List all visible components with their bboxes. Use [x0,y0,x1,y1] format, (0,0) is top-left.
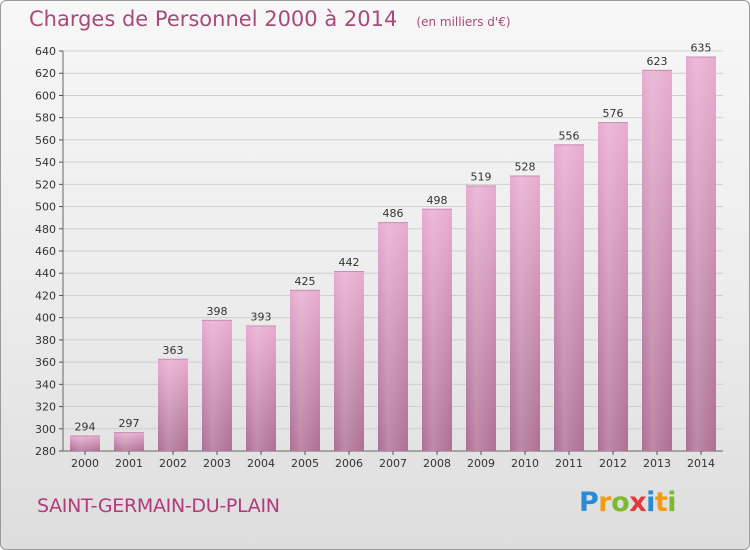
x-tick-label: 2012 [599,457,627,470]
bar-highlight [686,56,716,452]
y-tick-label: 620 [35,67,56,80]
bar-highlight [70,435,100,451]
x-tick-label: 2014 [687,457,715,470]
x-tick-label: 2010 [511,457,539,470]
logo-letter: o [611,487,630,518]
bar-highlight [422,208,452,451]
logo-letter: i [667,487,677,518]
logo-letter: t [654,487,668,518]
bar-highlight [510,175,540,451]
bar-value-label: 425 [295,275,316,288]
y-tick-label: 580 [35,112,56,125]
y-tick-label: 380 [35,334,56,347]
y-tick-label: 440 [35,267,56,280]
bar-value-label: 398 [207,305,228,318]
bar-value-label: 576 [603,107,624,120]
bar-value-label: 519 [471,170,492,183]
x-tick-label: 2008 [423,457,451,470]
x-tick-label: 2000 [71,457,99,470]
bar-highlight [158,358,188,451]
x-tick-label: 2013 [643,457,671,470]
y-tick-label: 360 [35,356,56,369]
x-tick-label: 2009 [467,457,495,470]
chart-title: Charges de Personnel 2000 à 2014 [29,7,398,31]
y-tick-label: 560 [35,134,56,147]
y-tick-label: 340 [35,378,56,391]
x-tick-label: 2004 [247,457,275,470]
y-tick-label: 300 [35,423,56,436]
y-tick-label: 640 [35,45,56,58]
y-tick-label: 460 [35,245,56,258]
bar-highlight [554,144,584,452]
bar-value-label: 294 [75,420,96,433]
bar-highlight [114,432,144,451]
bar-value-label: 363 [163,344,184,357]
x-tick-label: 2006 [335,457,363,470]
y-tick-label: 520 [35,178,56,191]
y-tick-label: 400 [35,312,56,325]
bar-highlight [598,122,628,451]
bar-layer [70,56,716,452]
bar-value-label: 556 [559,129,580,142]
bar-highlight [466,185,496,451]
bar-value-label: 528 [515,160,536,173]
bar-highlight [290,289,320,451]
bar-value-label: 393 [251,310,272,323]
logo-letter: P [579,487,599,518]
y-tick-label: 540 [35,156,56,169]
y-tick-label: 600 [35,89,56,102]
x-tick-label: 2001 [115,457,143,470]
bar-highlight [378,222,408,451]
x-tick-label: 2007 [379,457,407,470]
x-tick-label: 2003 [203,457,231,470]
label-layer: 294 2000 297 2001 363 2002 398 2003 393 2004 425 20… [71,42,715,470]
proxiti-logo: Proxiti [579,487,677,518]
x-tick-label: 2011 [555,457,583,470]
commune-name: SAINT-GERMAIN-DU-PLAIN [37,495,280,517]
bar-highlight [334,271,364,451]
bar-value-label: 623 [647,55,668,68]
y-tick-label: 480 [35,223,56,236]
bar-value-label: 498 [427,194,448,207]
bar-value-label: 297 [119,417,140,430]
bar-value-label: 486 [383,207,404,220]
y-tick-label: 420 [35,289,56,302]
y-tick-label: 500 [35,201,56,214]
bar-highlight [202,319,232,451]
x-tick-label: 2005 [291,457,319,470]
y-tick-label: 320 [35,401,56,414]
bar-value-label: 442 [339,256,360,269]
logo-letter: i [646,487,655,518]
chart-subtitle: (en milliers d'€) [416,15,511,29]
bar-value-label: 635 [691,42,712,55]
title-row: Charges de Personnel 2000 à 2014 (en mil… [29,7,511,31]
bar-highlight [642,69,672,451]
axis-layer: 280 300 320 340 360 380 400 420 440 460 480 500 520 5… [35,45,723,458]
bar-highlight [246,325,276,451]
logo-letter: r [598,487,612,518]
x-tick-label: 2002 [159,457,187,470]
logo-letter: x [629,487,647,518]
y-tick-label: 280 [35,445,56,458]
